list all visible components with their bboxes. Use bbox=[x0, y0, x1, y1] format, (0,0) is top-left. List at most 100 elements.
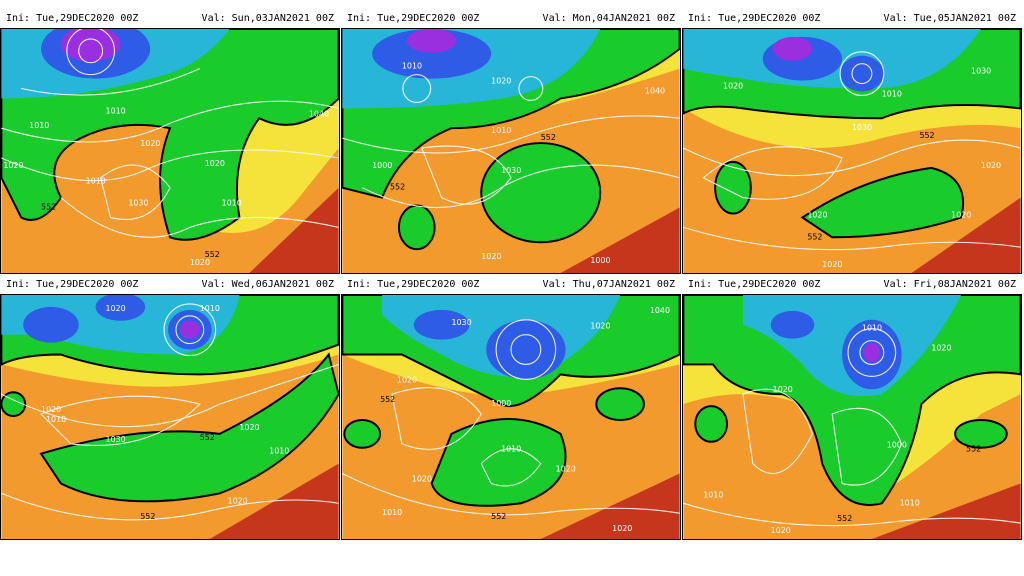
isobar-label: 1020 bbox=[239, 423, 259, 432]
forecast-panel-1: Ini: Tue,29DEC2020 00Z Val: Sun,03JAN202… bbox=[0, 8, 340, 274]
low-pressure-blue bbox=[23, 306, 79, 343]
panel-header: Ini: Tue,29DEC2020 00Z Val: Thu,07JAN202… bbox=[341, 274, 681, 294]
red-shading bbox=[249, 187, 339, 273]
isobar-label: 1010 bbox=[900, 498, 920, 507]
isobar-label: 1010 bbox=[46, 415, 66, 424]
isobar-label: 1010 bbox=[200, 304, 220, 313]
isobar-label: 1020 bbox=[822, 260, 842, 269]
forecast-map: 1020 1010 1030 1030 1020 1020 552 552 10… bbox=[682, 28, 1022, 274]
panel-header: Ini: Tue,29DEC2020 00Z Val: Mon,04JAN202… bbox=[341, 8, 681, 28]
panel-header: Ini: Tue,29DEC2020 00Z Val: Tue,05JAN202… bbox=[682, 8, 1022, 28]
panel-header: Ini: Tue,29DEC2020 00Z Val: Fri,08JAN202… bbox=[682, 274, 1022, 294]
red-shading bbox=[871, 483, 1021, 539]
green-region bbox=[397, 204, 436, 251]
low-pressure-blue bbox=[840, 55, 884, 92]
contour-label: 552 bbox=[140, 512, 155, 521]
green-region bbox=[1, 391, 27, 417]
forecast-panel-4: Ini: Tue,29DEC2020 00Z Val: Wed,06JAN202… bbox=[0, 274, 340, 540]
forecast-panel-2: Ini: Tue,29DEC2020 00Z Val: Mon,04JAN202… bbox=[341, 8, 681, 274]
isobar-label: 1020 bbox=[228, 496, 248, 505]
valid-time: Val: Fri,08JAN2021 00Z bbox=[883, 278, 1016, 290]
contour-label: 552 bbox=[491, 512, 506, 521]
green-region bbox=[595, 387, 645, 421]
isobar-label: 1020 bbox=[140, 139, 160, 148]
isobar-label: 1030 bbox=[501, 166, 521, 175]
isobar-label: 1020 bbox=[3, 161, 23, 170]
forecast-panel-6: Ini: Tue,29DEC2020 00Z Val: Fri,08JAN202… bbox=[682, 274, 1022, 540]
low-pressure-blue bbox=[770, 310, 815, 339]
isobar-label: 1010 bbox=[491, 126, 511, 135]
forecast-panel-5: Ini: Tue,29DEC2020 00Z Val: Thu,07JAN202… bbox=[341, 274, 681, 540]
isobars bbox=[342, 74, 680, 208]
low-pressure-blue bbox=[413, 309, 470, 340]
green-region bbox=[39, 352, 339, 503]
panel-header: Ini: Tue,29DEC2020 00Z Val: Sun,03JAN202… bbox=[0, 8, 340, 28]
forecast-map: 1010 1010 1000 1020 1030 1040 552 552 10… bbox=[341, 28, 681, 274]
map-grid: Ini: Tue,29DEC2020 00Z Val: Sun,03JAN202… bbox=[0, 8, 1024, 540]
green-region bbox=[683, 295, 1021, 506]
isobar-label: 1010 bbox=[862, 324, 882, 333]
isobar-label: 1000 bbox=[372, 161, 392, 170]
green-region bbox=[800, 166, 965, 239]
isobar-label: 1030 bbox=[128, 199, 148, 208]
green-region bbox=[954, 418, 1008, 449]
init-time: Ini: Tue,29DEC2020 00Z bbox=[347, 278, 480, 290]
isobar-label: 1020 bbox=[951, 210, 971, 219]
valid-time: Val: Mon,04JAN2021 00Z bbox=[542, 12, 675, 24]
low-pressure-purple bbox=[772, 36, 813, 61]
valid-time: Val: Sun,03JAN2021 00Z bbox=[201, 12, 334, 24]
contour-label: 552 bbox=[41, 203, 56, 212]
init-time: Ini: Tue,29DEC2020 00Z bbox=[688, 12, 821, 24]
isobar-label: 1020 bbox=[931, 344, 951, 353]
low-pressure-purple bbox=[863, 342, 880, 363]
contour-label: 552 bbox=[205, 250, 220, 259]
isobar-label: 1010 bbox=[501, 445, 521, 454]
low-pressure-purple bbox=[179, 320, 200, 339]
isobars bbox=[1, 29, 339, 238]
isobar-label: 1010 bbox=[269, 447, 289, 456]
contour-label: 552 bbox=[390, 183, 405, 192]
isobar-label: 1020 bbox=[773, 385, 793, 394]
isobar-label: 1020 bbox=[397, 375, 417, 384]
red-shading bbox=[560, 207, 680, 273]
isobars bbox=[683, 328, 1021, 527]
green-region bbox=[714, 160, 752, 215]
isobar-label: 1010 bbox=[382, 508, 402, 517]
contour-label: 552 bbox=[200, 433, 215, 442]
valid-time: Val: Thu,07JAN2021 00Z bbox=[542, 278, 675, 290]
forecast-panel-3: Ini: Tue,29DEC2020 00Z Val: Tue,05JAN202… bbox=[682, 8, 1022, 274]
isobar-label: 1020 bbox=[556, 465, 576, 474]
isobar-label: 1000 bbox=[887, 441, 907, 450]
isobar-label: 1020 bbox=[590, 322, 610, 331]
contour-label: 552 bbox=[966, 445, 981, 454]
isobars bbox=[1, 303, 339, 521]
isobar-label: 1020 bbox=[612, 524, 632, 533]
isobar-label: 1020 bbox=[807, 210, 827, 219]
forecast-map: 1020 1010 1010 1030 1020 552 552 1020 10… bbox=[0, 294, 340, 540]
low-pressure-purple bbox=[406, 29, 457, 53]
init-time: Ini: Tue,29DEC2020 00Z bbox=[688, 278, 821, 290]
isobar-label: 1010 bbox=[703, 490, 723, 499]
isobar-label: 1010 bbox=[106, 106, 126, 115]
isobar-label: 1040 bbox=[650, 306, 670, 315]
isobar-label: 1010 bbox=[29, 121, 49, 130]
forecast-map: 1010 1020 1020 1000 1010 1010 552 552 10… bbox=[682, 294, 1022, 540]
low-pressure-blue bbox=[486, 319, 566, 380]
isobar-label: 1000 bbox=[491, 399, 511, 408]
isobar-label: 1000 bbox=[590, 256, 610, 265]
contour-label: 552 bbox=[541, 133, 556, 142]
low-pressure-blue bbox=[95, 295, 146, 321]
green-region bbox=[430, 418, 567, 507]
red-shading bbox=[540, 473, 680, 539]
low-pressure-purple bbox=[60, 29, 121, 62]
isobar-label: 1030 bbox=[451, 318, 471, 327]
isobar-label: 1040 bbox=[645, 86, 665, 95]
contour-label: 552 bbox=[837, 514, 852, 523]
isobar-label: 1020 bbox=[106, 304, 126, 313]
isobar-label: 1030 bbox=[852, 123, 872, 132]
isobar-label: 1010 bbox=[402, 62, 422, 71]
isobar-label: 1020 bbox=[481, 252, 501, 261]
green-region bbox=[480, 142, 602, 244]
isobar-label: 1020 bbox=[205, 159, 225, 168]
init-time: Ini: Tue,29DEC2020 00Z bbox=[347, 12, 480, 24]
